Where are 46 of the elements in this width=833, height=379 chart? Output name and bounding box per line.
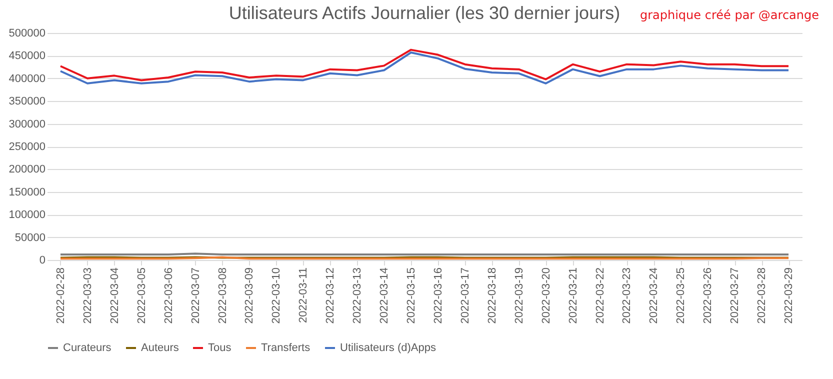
legend-label: Transferts (261, 342, 311, 354)
x-tick-label: 2022-03-07 (190, 268, 202, 324)
x-tick-label: 2022-03-05 (136, 268, 148, 324)
y-tick-label: 500000 (8, 28, 46, 40)
x-tick-label: 2022-03-16 (432, 268, 444, 324)
y-tick-label: 400000 (8, 72, 46, 85)
x-tick-label: 2022-03-11 (298, 268, 310, 323)
y-tick-label: 200000 (8, 164, 46, 176)
y-tick-label: 150000 (8, 186, 46, 198)
x-tick-label: 2022-03-18 (486, 268, 498, 324)
y-tick-label: 250000 (8, 141, 46, 153)
legend-label: Auteurs (141, 342, 180, 354)
x-tick-label: 2022-03-14 (378, 268, 391, 324)
x-tick-label: 2022-03-13 (352, 268, 364, 324)
y-tick-label: 350000 (8, 96, 46, 108)
x-tick-label: 2022-03-10 (270, 268, 283, 324)
x-tick-label: 2022-03-23 (621, 268, 634, 324)
y-tick-label: 450000 (8, 50, 46, 62)
x-tick-label: 2022-02-28 (54, 268, 67, 324)
x-tick-label: 2022-03-04 (108, 268, 121, 324)
y-tick-label: 0 (39, 254, 46, 266)
y-tick-label: 50000 (14, 232, 46, 244)
legend-label: Utilisateurs (d)Apps (340, 342, 436, 354)
x-tick-label: 2022-03-12 (324, 268, 337, 324)
y-tick-label: 300000 (8, 118, 46, 130)
x-tick-label: 2022-03-19 (513, 268, 526, 324)
x-tick-label: 2022-03-27 (729, 268, 742, 324)
x-tick-label: 2022-03-06 (162, 268, 175, 324)
text: graphique créé par @arcange (640, 8, 819, 22)
x-tick-label: 2022-03-21 (567, 268, 580, 324)
x-tick-label: 2022-03-09 (244, 268, 256, 324)
x-tick-label: 2022-03-26 (702, 268, 714, 324)
x-tick-label: 2022-03-28 (756, 268, 768, 324)
y-tick-label: 100000 (8, 209, 46, 222)
x-tick-label: 2022-03-25 (675, 268, 688, 324)
x-tick-label: 2022-03-08 (216, 268, 229, 324)
x-tick-label: 2022-03-20 (540, 268, 552, 324)
legend-label: Curateurs (63, 342, 112, 354)
x-tick-label: 2022-03-22 (594, 268, 606, 324)
x-tick-label: 2022-03-24 (648, 268, 660, 324)
x-tick-label: 2022-03-15 (406, 268, 418, 324)
x-tick-label: 2022-03-29 (783, 268, 796, 324)
chart-title: Utilisateurs Actifs Journalier (les 30 dernier jours) (228, 3, 620, 23)
x-tick-label: 2022-03-03 (82, 268, 94, 324)
legend-label: Tous (208, 342, 232, 354)
x-tick-label: 2022-03-17 (459, 268, 472, 324)
